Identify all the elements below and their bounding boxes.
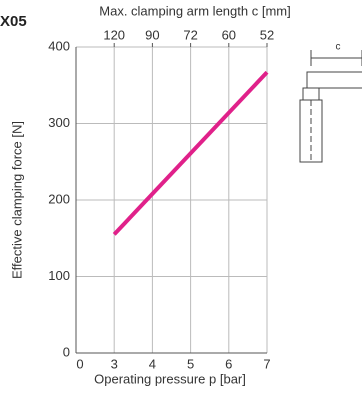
x-tick-label: 4 bbox=[149, 356, 156, 371]
x-tick-label: 0 bbox=[76, 356, 83, 371]
x-tick-label: 6 bbox=[225, 356, 232, 371]
x2-axis-label: Max. clamping arm length c [mm] bbox=[99, 3, 290, 18]
x-tick-label: 7 bbox=[263, 356, 270, 371]
clamp-diagram bbox=[299, 50, 362, 163]
x-tick-label: 5 bbox=[187, 356, 194, 371]
y-tick-label: 400 bbox=[48, 38, 70, 53]
diagram-label: c bbox=[336, 42, 341, 53]
x-axis-label: Operating pressure p [bar] bbox=[94, 371, 246, 386]
y-tick-label: 200 bbox=[48, 191, 70, 206]
x2-tick-label: 52 bbox=[260, 27, 274, 42]
y-axis-label: Effective clamping force [N] bbox=[9, 121, 24, 279]
x2-tick-label: 72 bbox=[183, 27, 197, 42]
x2-tick-label: 90 bbox=[145, 27, 159, 42]
y-tick-label: 300 bbox=[48, 115, 70, 130]
chart-title: X05 bbox=[0, 13, 27, 30]
data-line bbox=[112, 70, 269, 236]
y-tick-label: 0 bbox=[63, 344, 70, 359]
y-tick-label: 100 bbox=[48, 268, 70, 283]
x-tick-label: 3 bbox=[111, 356, 118, 371]
x2-tick-label: 60 bbox=[222, 27, 236, 42]
x2-tick-label: 120 bbox=[103, 27, 125, 42]
